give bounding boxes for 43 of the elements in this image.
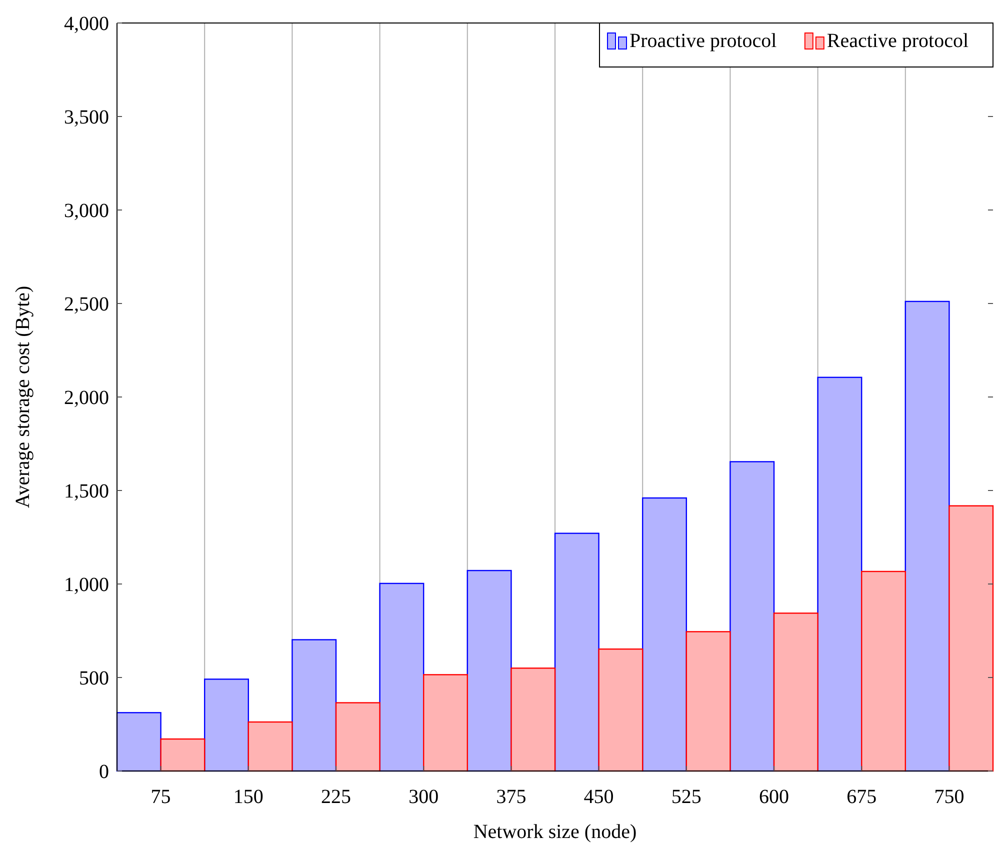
bar bbox=[773, 612, 818, 772]
legend-label: Reactive protocol bbox=[826, 30, 969, 52]
x-tick-label: 375 bbox=[496, 786, 526, 808]
y-tick-label: 500 bbox=[79, 668, 109, 690]
bar bbox=[598, 648, 644, 772]
y-tick-label: 1,500 bbox=[64, 480, 109, 502]
bar bbox=[292, 639, 337, 772]
bar bbox=[204, 678, 249, 772]
bar bbox=[423, 674, 468, 772]
y-tick-label: 3,000 bbox=[64, 200, 109, 222]
bar bbox=[904, 300, 950, 772]
bar bbox=[642, 497, 687, 772]
bar bbox=[861, 570, 906, 772]
bar bbox=[817, 376, 862, 772]
bar bbox=[686, 631, 731, 772]
bar bbox=[948, 505, 994, 772]
bar bbox=[160, 738, 206, 772]
x-tick-label: 150 bbox=[233, 786, 264, 808]
x-tick-label: 600 bbox=[759, 786, 789, 808]
y-tick-label: 2,500 bbox=[64, 294, 109, 316]
x-axis-title: Network size (node) bbox=[473, 821, 637, 843]
y-tick-label: 3,500 bbox=[64, 106, 109, 128]
y-axis-title: Average storage cost (Byte) bbox=[12, 286, 34, 508]
bar bbox=[510, 668, 556, 772]
bar bbox=[248, 721, 293, 772]
bar bbox=[466, 570, 512, 772]
x-tick-label: 225 bbox=[321, 786, 351, 808]
bar bbox=[554, 532, 600, 772]
x-tick-label: 450 bbox=[584, 786, 614, 808]
y-tick-label: 4,000 bbox=[64, 13, 109, 35]
x-tick-label: 675 bbox=[846, 786, 877, 808]
x-tick-label: 300 bbox=[408, 786, 439, 808]
y-tick-label: 0 bbox=[99, 761, 109, 783]
x-tick-label: 75 bbox=[150, 786, 171, 808]
x-tick-label: 525 bbox=[671, 786, 702, 808]
y-tick-label: 1,000 bbox=[64, 574, 109, 596]
bar bbox=[379, 582, 424, 772]
bar bbox=[730, 461, 775, 772]
y-tick-label: 2,000 bbox=[64, 387, 109, 409]
x-tick-label: 750 bbox=[934, 786, 964, 808]
legend-label: Proactive protocol bbox=[630, 30, 778, 52]
bar bbox=[335, 702, 380, 772]
bar bbox=[116, 712, 162, 772]
